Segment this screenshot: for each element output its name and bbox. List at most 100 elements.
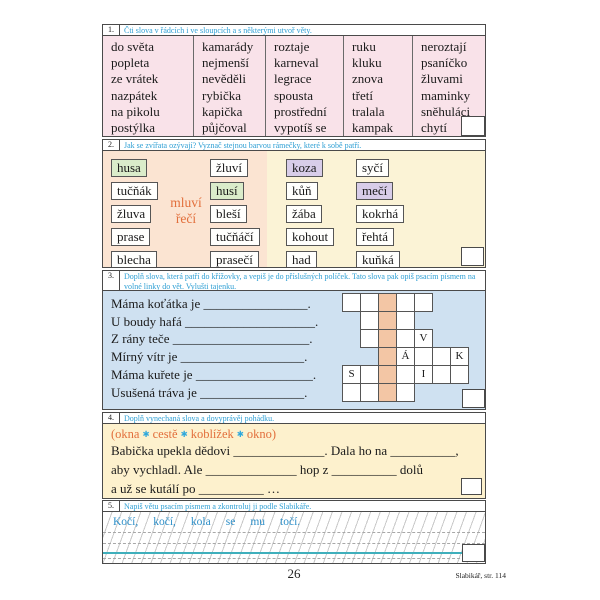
match-word-box: žába (286, 205, 322, 223)
crossword-cell (378, 311, 397, 330)
match-word-box: blecha (111, 251, 157, 267)
clue-sentence: Usušená tráva je ________________. (111, 384, 308, 400)
word: popleta (111, 55, 150, 71)
crossword-cell: Á (396, 347, 415, 366)
crossword-cell (396, 383, 415, 402)
section-1-number: 1. (103, 25, 120, 35)
word-column-4: ruku kluku znova třetí tralala kampak (343, 36, 412, 136)
word: třetí (352, 87, 373, 103)
crossword-cell (360, 329, 379, 348)
match-column-2: žluví husí bleší tučňáčí prasečí (210, 159, 260, 267)
match-word-box: bleší (210, 205, 247, 223)
word: tralala (352, 103, 385, 119)
word: maminky (421, 87, 471, 103)
crossword-cell (432, 365, 451, 384)
word: chytí (421, 120, 447, 136)
section-3-header: 3. Doplň slova, která patří do křížovky,… (102, 270, 486, 291)
word: nejmenší (202, 55, 249, 71)
section-5-handwriting-area: Kočí, kočí, kola se mu točí. (102, 511, 486, 564)
word: sněhuláci (421, 103, 471, 119)
section-1-word-table: do světa popleta ze vrátek nazpátek na pikol… (102, 35, 486, 137)
story-lines: Babička upekla dědovi ______________. Da… (111, 441, 459, 498)
crossword-cell (360, 311, 379, 330)
section-4-instruction: Doplň vynechaná slova a dovyprávěj pohád… (124, 414, 275, 423)
match-word-box: žluví (210, 159, 248, 177)
crossword-cell (342, 293, 361, 312)
writing-guide-dashed-line (103, 543, 485, 544)
self-evaluation-box (461, 247, 484, 266)
section-4-number: 4. (103, 413, 120, 423)
clue-sentence: U boudy hafá ____________________. (111, 313, 319, 329)
word: karneval (274, 55, 319, 71)
word: žluvami (421, 71, 463, 87)
word-bank-item: koblížek (190, 427, 234, 441)
self-evaluation-box (461, 478, 482, 495)
separator-dot-icon: ✱ (142, 429, 150, 439)
match-word-box: tučňáčí (210, 228, 260, 246)
clue-sentences: Máma koťátka je ________________. U boudy… (111, 295, 318, 401)
crossword-cell: V (414, 329, 433, 348)
crossword-cell (396, 329, 415, 348)
cursive-practice-word: Kočí, (113, 516, 139, 528)
crossword-cell (432, 347, 451, 366)
writing-guide-dashed-line (103, 532, 485, 533)
section-2-instruction: Jak se zvířata ozývají? Vyznač stejnou b… (124, 141, 362, 150)
section-2-number: 2. (103, 140, 120, 150)
crossword-cell (360, 293, 379, 312)
clue-sentence: Máma kuřete je __________________. (111, 366, 317, 382)
word-column-3: roztaje karneval legrace spousta prostřední v… (265, 36, 343, 136)
word-column-1: do světa popleta ze vrátek nazpátek na pikol… (103, 36, 193, 136)
word: půjčoval (202, 120, 247, 136)
section-2-animal-sounds: mluví řečí husa tučňák žluva prase blecha žlu… (102, 150, 486, 268)
match-word-box: tučňák (111, 182, 158, 200)
word: kluku (352, 55, 382, 71)
word: psaníčko (421, 55, 468, 71)
word: postýlka (111, 120, 156, 136)
story-line: aby vychladl. Ale ______________ hop z _… (111, 462, 423, 477)
word: kampak (352, 120, 394, 136)
self-evaluation-box (461, 116, 485, 136)
section-1-instruction: Čti slova v řádcích i ve sloupcích a s n… (124, 26, 312, 35)
match-word-box: žluva (111, 205, 152, 223)
word-column-5: neroztají psaníčko žluvami maminky sněhuláci… (412, 36, 485, 136)
word: vypotíš se (274, 120, 327, 136)
source-reference: Slabikář, str. 114 (455, 571, 506, 580)
match-word-box: kůň (286, 182, 318, 200)
self-evaluation-box (462, 544, 485, 562)
word: znova (352, 71, 384, 87)
crossword-cell (378, 347, 397, 366)
cursive-practice-word: točí. (280, 516, 301, 528)
word: rybička (202, 87, 241, 103)
match-word-box: mečí (356, 182, 394, 200)
word: ruku (352, 39, 376, 54)
match-word-box: syčí (356, 159, 389, 177)
section-5-number: 5. (103, 501, 120, 511)
cursive-practice-word: kola (190, 516, 211, 528)
match-word-box: kokrhá (356, 205, 405, 223)
speaks-label-line2: řečí (175, 211, 197, 226)
word: kapička (202, 103, 243, 119)
section-4-story: (okna ✱ cestě ✱ koblížek ✱ okno) Babička upekl… (102, 423, 486, 499)
word: roztaje (274, 39, 310, 54)
crossword-cell (396, 365, 415, 384)
cursive-practice-word: se (225, 516, 236, 528)
match-column-3: koza kůň žába kohout had (286, 159, 335, 267)
word: spousta (274, 87, 313, 103)
word-column-2: kamarády nejmenší nevěděli rybička kapička pů… (193, 36, 265, 136)
speaks-label-line1: mluví (170, 195, 202, 210)
crossword-cell (378, 329, 397, 348)
clue-sentence: Mírný vítr je ___________________. (111, 349, 308, 365)
match-word-box: řehtá (356, 228, 394, 246)
separator-dot-icon: ✱ (180, 429, 188, 439)
word: prostřední (274, 103, 327, 119)
word: nevěděli (202, 71, 247, 87)
writing-guide-baseline (103, 552, 485, 554)
crossword-cell (360, 383, 379, 402)
crossword-cell (378, 383, 397, 402)
story-line: Babička upekla dědovi ______________. Da… (111, 443, 459, 458)
match-column-1: husa tučňák žluva prase blecha (111, 159, 158, 267)
speaks-language-label: mluví řečí (153, 195, 219, 227)
worksheet-sheet: 1. Čti slova v řádcích i ve sloupcích a … (102, 24, 486, 564)
page-number: 26 (287, 566, 301, 581)
